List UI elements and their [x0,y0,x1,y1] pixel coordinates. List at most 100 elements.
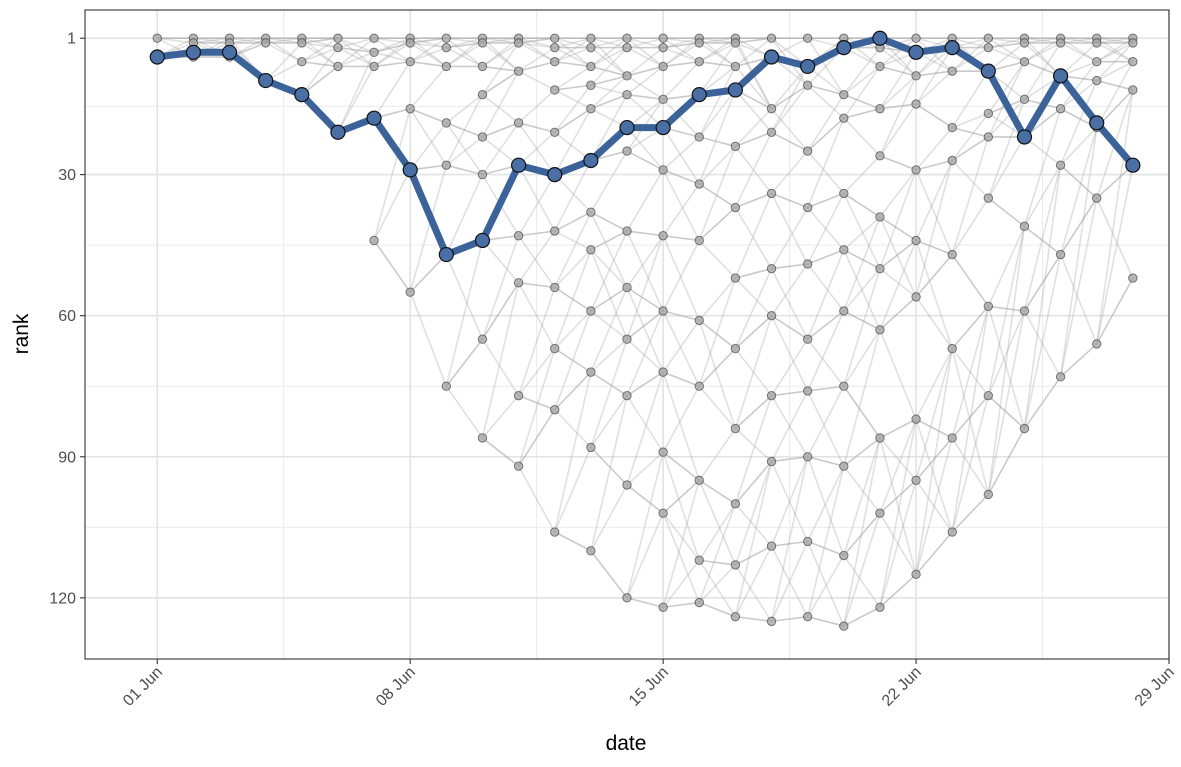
background-series-segment [1023,376,1062,430]
background-series-point [802,334,813,344]
background-series-point [513,38,524,48]
y-tick-label: 90 [58,449,76,466]
background-series-point [802,259,813,269]
background-series-point [1055,104,1066,114]
background-series-point [513,390,524,401]
background-series-segment [590,75,628,110]
background-series-segment [734,89,773,133]
background-series-segment [879,169,917,218]
background-series-segment [879,240,917,331]
background-series-segment [951,306,990,533]
background-series-segment [915,437,953,575]
background-series-segment [518,37,555,44]
background-series-segment [987,136,1026,199]
background-series-segment [987,99,1026,199]
background-series-point [766,33,777,43]
background-series-segment [770,108,809,152]
background-series-segment [590,94,628,161]
highlight-series-point [474,232,491,249]
background-series-point [802,452,813,462]
background-series-segment [770,456,809,547]
background-series-segment [988,305,1025,312]
background-series-segment [843,47,881,96]
background-series-point [694,179,704,189]
background-series-point [622,334,632,344]
background-series-segment [1059,127,1098,377]
background-series-segment [517,409,556,467]
background-series-point [658,508,668,518]
background-series-segment [482,122,519,138]
background-series-segment [734,395,773,430]
background-series-segment [410,42,447,49]
background-series-segment [445,42,483,68]
background-series-segment [807,310,845,340]
background-series-point [441,61,452,72]
background-series-point [766,616,777,627]
background-series-segment [445,37,483,68]
background-series-segment [590,75,628,87]
background-series-point [441,42,452,53]
background-series-segment [554,160,592,232]
background-series-segment [553,249,592,349]
background-series-point [766,263,777,274]
background-series-point [369,33,379,43]
background-series-point [766,541,777,551]
background-series-point [694,235,704,246]
background-series-segment [951,112,989,161]
background-series-segment [445,37,483,68]
background-series-segment [987,306,1026,429]
background-series-segment [626,93,664,101]
background-series-segment [915,240,953,349]
background-series-point [369,47,379,58]
background-series-segment [626,230,664,312]
background-series-segment [301,37,339,49]
background-series-point [333,61,343,72]
background-series-segment [373,37,411,54]
background-series-segment [554,89,592,110]
background-series-segment [843,437,881,627]
background-series-point [441,118,452,128]
background-series-point [513,66,524,76]
background-series-segment [951,126,989,138]
background-series-segment [1023,310,1062,378]
background-series-point [622,89,632,100]
background-series-segment [951,112,989,129]
background-series-segment [554,230,592,251]
background-series-point [586,207,596,217]
background-series-segment [626,338,664,373]
background-series-segment [1059,80,1098,166]
background-series-segment [409,253,447,293]
background-series-segment [843,249,881,331]
background-series-segment [626,65,664,77]
background-series-segment [1095,89,1134,345]
background-series-point [911,71,921,81]
background-series-segment [662,183,700,237]
background-series-segment [518,89,556,124]
background-series-point [586,80,596,90]
background-series-segment [806,541,845,627]
background-series-point [875,212,885,222]
background-series-point [1128,38,1138,48]
y-tick-label: 60 [58,308,76,325]
background-series-segment [590,287,628,373]
background-series-segment [662,451,701,561]
background-series-segment [517,348,556,467]
background-series-point [1128,273,1138,283]
background-series-point [622,480,632,490]
background-series-segment [879,479,917,514]
background-series-point [1055,160,1066,170]
background-series-segment [409,37,447,49]
background-series-point [839,306,849,316]
background-series-point [766,188,777,199]
background-series-segment [698,320,737,429]
background-series-segment [481,437,520,467]
background-series-segment [734,427,773,463]
background-series-segment [1096,42,1134,63]
background-series-segment [409,42,447,68]
background-series-point [911,569,921,580]
highlight-series-point [1125,157,1141,173]
background-series-segment [590,371,628,397]
background-series-point [297,38,307,48]
background-series-segment [446,122,483,138]
